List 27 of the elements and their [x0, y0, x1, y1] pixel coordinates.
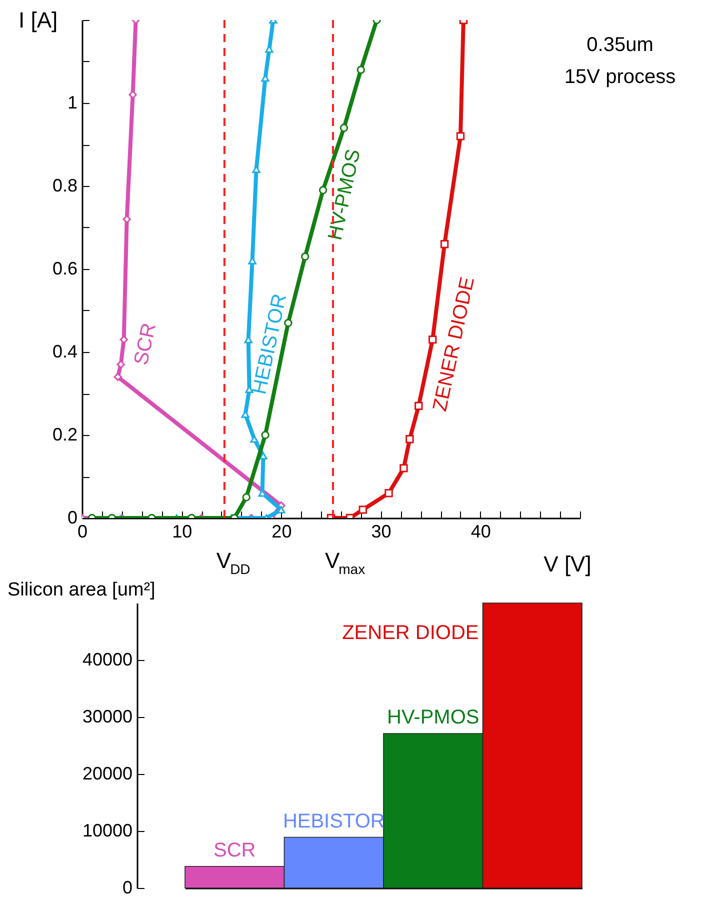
y-tick-label: 20000	[82, 764, 132, 784]
annotation: 15V process	[564, 66, 676, 88]
y-tick-label: 0.4	[52, 342, 78, 362]
text: SCR	[130, 321, 160, 368]
text: HEBISTOR	[248, 292, 292, 396]
series-label: HV-PMOS	[387, 706, 480, 729]
series-label: SCR	[214, 839, 256, 862]
x-tick-label: 10	[172, 522, 192, 542]
y-tick-label: 0	[67, 508, 78, 528]
x-axis-title: V [V]	[544, 552, 592, 576]
y-tick-label: 0	[122, 878, 132, 898]
y-tick-label: 30000	[82, 706, 132, 726]
text: 0.35um	[586, 34, 654, 56]
y-tick-label: 0.6	[52, 258, 78, 278]
y-axis-title: I [A]	[18, 8, 58, 32]
y-tick-label: 10000	[82, 820, 132, 840]
y-tick-label: 0.8	[52, 176, 78, 196]
y-tick-label: 0.2	[52, 424, 78, 444]
y-axis-title: Silicon area [um²]	[8, 580, 156, 600]
x-tick-label: 20	[272, 522, 292, 542]
x-tick-label: 30	[371, 522, 392, 542]
y-tick-label: 40000	[82, 650, 132, 670]
series-label: ZENER DIODE	[342, 622, 479, 644]
text: ZENER DIODE	[429, 274, 480, 414]
text: HV-PMOS	[324, 147, 365, 242]
y-tick-label: 1	[67, 92, 78, 112]
x-tick-label: 40	[470, 522, 491, 542]
